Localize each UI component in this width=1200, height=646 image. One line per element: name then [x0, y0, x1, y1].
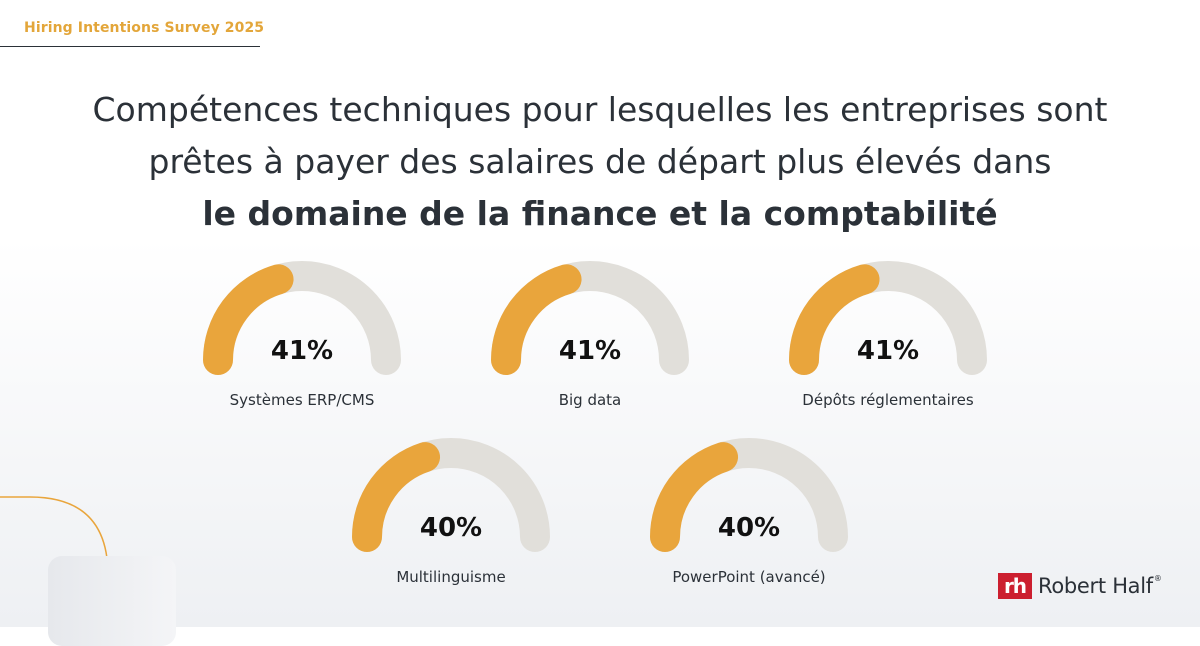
gauge-2: 41% Big data: [491, 261, 689, 409]
decorative-card: [48, 556, 176, 646]
title-line-2: prêtes à payer des salaires de départ pl…: [148, 142, 1052, 181]
gauge-value-arc: [352, 442, 441, 552]
gauge-value-label: 41%: [559, 336, 621, 366]
rh-logo-mark: rh: [998, 573, 1032, 599]
gauge-5: 40% PowerPoint (avancé): [650, 438, 848, 586]
gauge-value-label: 40%: [718, 513, 780, 543]
gauge-value-arc: [650, 442, 739, 552]
gauge-value-label: 41%: [271, 336, 333, 366]
gauge-category-label: Big data: [559, 391, 622, 409]
logo-text: Robert Half: [1038, 574, 1153, 598]
page-title: Compétences techniques pour lesquelles l…: [0, 84, 1200, 240]
survey-tag-underline: [0, 46, 260, 47]
gauge-value-label: 40%: [420, 513, 482, 543]
title-line-3: le domaine de la finance et la comptabil…: [202, 194, 998, 233]
gauge-category-label: Multilinguisme: [396, 568, 505, 586]
title-line-1: Compétences techniques pour lesquelles l…: [92, 90, 1108, 129]
gauge-category-label: PowerPoint (avancé): [672, 568, 825, 586]
gauge-value-arc: [789, 264, 880, 375]
gauge-4: 40% Multilinguisme: [352, 438, 550, 586]
robert-half-logo: rh Robert Half®: [998, 572, 1162, 600]
survey-tag: Hiring Intentions Survey 2025: [24, 20, 265, 36]
logo-wordmark: Robert Half®: [1038, 574, 1162, 598]
gauge-value-arc: [491, 264, 582, 375]
gauge-1: 41% Systèmes ERP/CMS: [203, 261, 401, 409]
gauge-3: 41% Dépôts réglementaires: [789, 261, 987, 409]
gauge-value-label: 41%: [857, 336, 919, 366]
gauge-category-label: Systèmes ERP/CMS: [230, 391, 375, 409]
gauge-value-arc: [203, 264, 294, 375]
logo-registered-mark: ®: [1153, 574, 1162, 583]
gauge-category-label: Dépôts réglementaires: [802, 391, 974, 409]
gauge-chart: 41% Systèmes ERP/CMS 41% Big data 41% Dépôts …: [0, 261, 987, 627]
